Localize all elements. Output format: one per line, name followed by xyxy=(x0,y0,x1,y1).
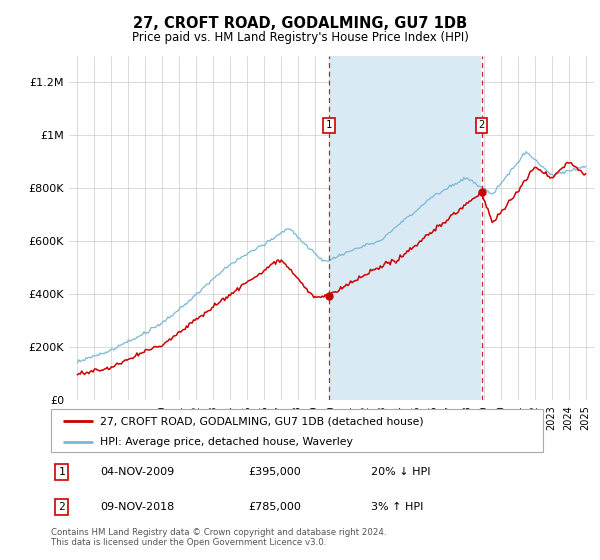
Text: 1: 1 xyxy=(326,120,332,130)
Text: 2: 2 xyxy=(58,502,65,512)
Text: £785,000: £785,000 xyxy=(248,502,301,512)
Text: £395,000: £395,000 xyxy=(248,467,301,477)
Text: Contains HM Land Registry data © Crown copyright and database right 2024.
This d: Contains HM Land Registry data © Crown c… xyxy=(51,528,386,547)
Text: 1: 1 xyxy=(58,467,65,477)
Text: 2: 2 xyxy=(478,120,485,130)
Text: 04-NOV-2009: 04-NOV-2009 xyxy=(100,467,175,477)
Text: 3% ↑ HPI: 3% ↑ HPI xyxy=(371,502,423,512)
Text: HPI: Average price, detached house, Waverley: HPI: Average price, detached house, Wave… xyxy=(100,437,353,446)
Text: 27, CROFT ROAD, GODALMING, GU7 1DB: 27, CROFT ROAD, GODALMING, GU7 1DB xyxy=(133,16,467,31)
Text: Price paid vs. HM Land Registry's House Price Index (HPI): Price paid vs. HM Land Registry's House … xyxy=(131,31,469,44)
Text: 27, CROFT ROAD, GODALMING, GU7 1DB (detached house): 27, CROFT ROAD, GODALMING, GU7 1DB (deta… xyxy=(100,416,424,426)
Text: 09-NOV-2018: 09-NOV-2018 xyxy=(100,502,175,512)
Text: 20% ↓ HPI: 20% ↓ HPI xyxy=(371,467,430,477)
